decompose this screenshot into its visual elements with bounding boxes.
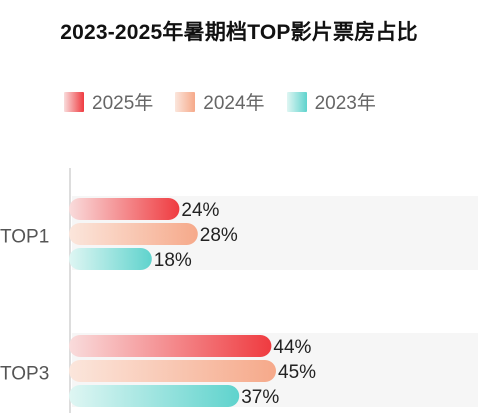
category-label-top1: TOP1 <box>0 227 49 248</box>
legend-item-2023: 2023年 <box>286 88 376 115</box>
value-label-top1-2023年: 18% <box>154 250 192 271</box>
legend-item-2024: 2024年 <box>175 88 265 115</box>
category-label-top3: TOP3 <box>0 364 49 385</box>
bar-top3-2023年 <box>69 385 240 407</box>
legend-swatch-2025 <box>64 91 84 112</box>
legend-label-2024: 2024年 <box>203 93 265 114</box>
value-label-top3-2024年: 45% <box>278 362 316 383</box>
value-label-top1-2024年: 28% <box>200 225 238 246</box>
value-label-top3-2025年: 44% <box>273 337 311 358</box>
bar-top3-2024年 <box>69 360 276 382</box>
bar-top1-2025年 <box>69 198 180 220</box>
legend-item-2025: 2025年 <box>64 88 153 115</box>
legend-swatch-2024 <box>175 91 196 112</box>
legend-label-2025: 2025年 <box>92 93 154 114</box>
bar-chart: TOP1 24% 28% 18% TOP3 44% 45% 37% <box>0 168 478 413</box>
chart-title: 2023-2025年暑期档TOP影片票房占比 <box>60 21 418 44</box>
value-label-top3-2023年: 37% <box>241 387 279 408</box>
value-label-top1-2025年: 24% <box>181 200 219 221</box>
legend: 2025年 2024年 2023年 <box>64 88 398 115</box>
legend-swatch-2023 <box>286 91 307 112</box>
bar-top1-2023年 <box>69 248 152 270</box>
legend-label-2023: 2023年 <box>314 93 376 114</box>
bar-top3-2025年 <box>69 335 272 357</box>
bar-top1-2024年 <box>69 223 198 245</box>
